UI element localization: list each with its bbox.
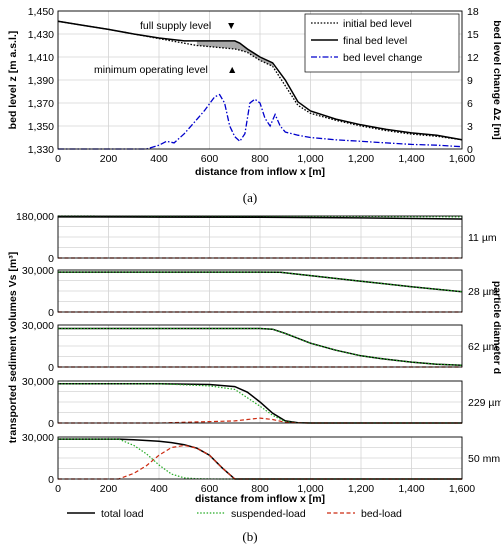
legend-label-1: final bed level	[343, 35, 407, 47]
y2-tick-label: 12	[467, 52, 479, 64]
panel-ytick-top: 180,000	[16, 211, 54, 223]
x-axis-label-a: distance from inflow x [m]	[195, 166, 325, 178]
panel-0	[57, 215, 463, 259]
caption-b: (b)	[242, 529, 257, 544]
panel-ytick-top: 30,000	[22, 320, 54, 332]
y2-tick-label: 6	[467, 98, 473, 110]
legend-label-2: bed level change	[343, 52, 423, 64]
legend-box	[304, 13, 460, 73]
x-axis-label-b: distance from inflow x [m]	[195, 493, 325, 505]
legend-b-label-total: total load	[101, 508, 144, 520]
panel-frame	[57, 269, 463, 313]
y-axis-label-a: bed level z [m a.s.l.]	[7, 31, 19, 130]
panel-ytick-zero: 0	[48, 474, 54, 486]
panel-ytick-zero: 0	[48, 253, 54, 265]
panel-size-label: 11 µm	[468, 232, 497, 244]
series-suspended-2	[58, 327, 463, 366]
series-bed-3	[58, 417, 462, 424]
legend-b-label-suspended: suspended-load	[231, 508, 306, 520]
panel-size-label: 229 µm	[468, 397, 501, 409]
legend-label-0: initial bed level	[343, 18, 412, 30]
text-layer: 0 200 400 600 800 1,000 1,200 1,400 1,6001,3301,…	[7, 6, 501, 544]
panel-ytick-top: 30,000	[22, 376, 54, 388]
legend-a	[304, 13, 460, 73]
x-tick-label-b: 1,600	[449, 483, 475, 495]
deposition-area	[196, 40, 273, 67]
x-tick-label: 1,200	[348, 153, 374, 165]
series-total-0	[57, 216, 463, 220]
panel-size-label: 62 µm	[468, 341, 498, 353]
x-tick-label-b: 800	[251, 483, 269, 495]
annotation-full-supply-marker: ▼	[226, 20, 236, 32]
y2-tick-label: 3	[467, 121, 473, 133]
x-tick-label-b: 200	[100, 483, 118, 495]
panel-size-label: 28 µm	[468, 286, 498, 298]
panel-frame	[57, 436, 463, 480]
caption-a: (a)	[243, 190, 257, 205]
series-suspended-1	[58, 271, 463, 293]
panel-ytick-zero: 0	[48, 307, 54, 319]
panel-ytick-zero: 0	[48, 362, 54, 374]
plot-frame-a	[57, 10, 463, 150]
x-tick-label: 0	[55, 153, 61, 165]
y2-axis-label-b: particle diameter d	[491, 281, 501, 374]
y2-axis-label-a: bed level change Δz [m]	[491, 20, 501, 140]
x-tick-label: 1,000	[297, 153, 323, 165]
panel-3	[57, 380, 463, 424]
panel-frame	[57, 324, 463, 368]
y2-tick-label: 18	[467, 6, 479, 18]
y-tick-label: 1,370	[28, 98, 54, 110]
series-suspended-4	[58, 438, 462, 480]
panel-4	[57, 436, 463, 480]
chart-b	[57, 215, 463, 514]
x-tick-label-b: 1,400	[398, 483, 424, 495]
panel-ytick-top: 30,000	[22, 432, 54, 444]
y-tick-label: 1,450	[28, 6, 54, 18]
panel-frame	[57, 380, 463, 424]
y2-tick-label: 15	[467, 29, 479, 41]
panel-1	[57, 269, 463, 313]
legend-b-label-bed: bed-load	[361, 508, 402, 520]
series-line-2	[58, 93, 463, 150]
x-tick-label-b: 400	[150, 483, 168, 495]
y-tick-label: 1,330	[28, 144, 54, 156]
x-tick-label: 600	[201, 153, 219, 165]
panel-frame	[57, 215, 463, 259]
annotation-min-operating: minimum operating level	[94, 64, 208, 76]
x-tick-label-b: 600	[201, 483, 219, 495]
annotation-full-supply: full supply level	[140, 20, 211, 32]
annotation-min-operating-marker: ▲	[227, 64, 237, 76]
panel-ytick-top: 30,000	[22, 265, 54, 277]
panel-2	[57, 324, 463, 368]
y-tick-label: 1,390	[28, 75, 54, 87]
x-tick-label-b: 1,000	[297, 483, 323, 495]
x-tick-label: 400	[150, 153, 168, 165]
x-tick-label-b: 0	[55, 483, 61, 495]
x-tick-label: 200	[100, 153, 118, 165]
y2-tick-label: 0	[467, 144, 473, 156]
chart-a	[57, 10, 463, 150]
x-tick-label: 1,400	[398, 153, 424, 165]
y-tick-label: 1,430	[28, 29, 54, 41]
x-tick-label-b: 1,200	[348, 483, 374, 495]
panel-ytick-zero: 0	[48, 418, 54, 430]
series-line-1	[57, 20, 463, 141]
y2-tick-label: 9	[467, 75, 473, 87]
y-tick-label: 1,350	[28, 121, 54, 133]
panel-size-label: 50 mm	[468, 453, 500, 465]
x-tick-label: 800	[251, 153, 269, 165]
y-axis-label-b: transported sediment volumes Vs [m³]	[7, 252, 19, 443]
y-tick-label: 1,410	[28, 52, 54, 64]
x-tick-label: 1,600	[449, 153, 475, 165]
